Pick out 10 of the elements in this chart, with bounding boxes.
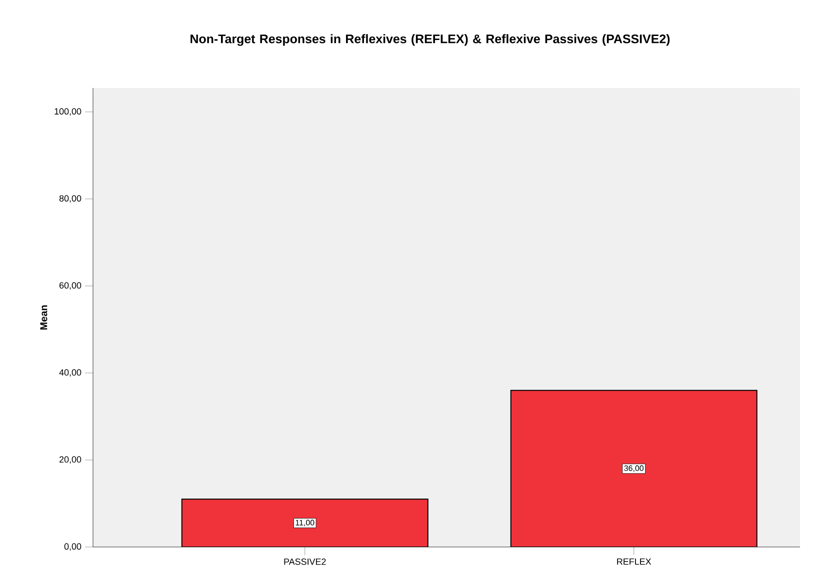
y-tick-label: 100,00 (54, 108, 82, 116)
x-tick-label: PASSIVE2 (284, 558, 326, 565)
y-axis-title: Mean (40, 305, 48, 330)
y-tick-label: 40,00 (59, 369, 82, 377)
x-tick-label: REFLEX (617, 558, 652, 565)
y-tick-label: 60,00 (60, 282, 82, 290)
chart-title: Non-Target Responses in Reflexives (REFLEX) & Reflexive Passives (PASSIVE2) (190, 34, 670, 46)
y-tick-label: 80,00 (59, 195, 82, 203)
y-tick-label: 20,00 (60, 456, 82, 464)
y-tick-label: 0,00 (64, 543, 82, 551)
